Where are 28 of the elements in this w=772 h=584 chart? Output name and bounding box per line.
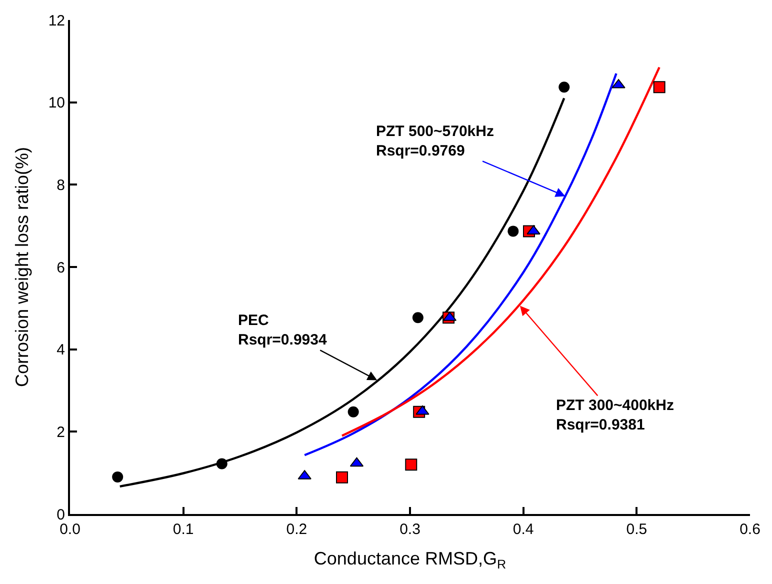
point [558,82,570,93]
point [112,471,124,482]
x-tick-label: 0.2 [286,521,308,538]
point [508,226,519,237]
y-tick-label: 0 [56,506,65,524]
x-tick-label: 0.4 [512,521,534,538]
annotation: PZT 500~570kHz Rsqr=0.9769 [376,123,494,160]
annotation: PEC Rsqr=0.9934 [238,312,328,348]
y-tick-label: 8 [56,176,65,194]
x-tick-label: 0.6 [740,521,760,538]
point [336,471,348,484]
point [412,312,424,324]
point [653,81,666,94]
point [348,406,359,418]
y-tick-label: 2 [56,424,65,441]
x-tick-label: 0.0 [60,521,80,538]
x-tick-label: 0.5 [626,521,648,538]
x-tick-label: 0.1 [172,521,194,538]
point [405,458,418,471]
y-tick-label: 6 [56,259,65,276]
y-tick-label: 4 [56,342,65,359]
y-tick-label: 10 [48,94,65,112]
x-tick-label: 0.3 [400,521,420,538]
point [216,458,228,470]
x-axis-title: Conductance RMSD,G$_{R}$ [314,548,506,572]
y-tick-label: 12 [48,12,65,30]
y-axis-title: Corrosion weight loss ratio(%) [12,146,32,388]
annotation: PZT 300~400kHz Rsqr=0.9381 [556,397,674,434]
